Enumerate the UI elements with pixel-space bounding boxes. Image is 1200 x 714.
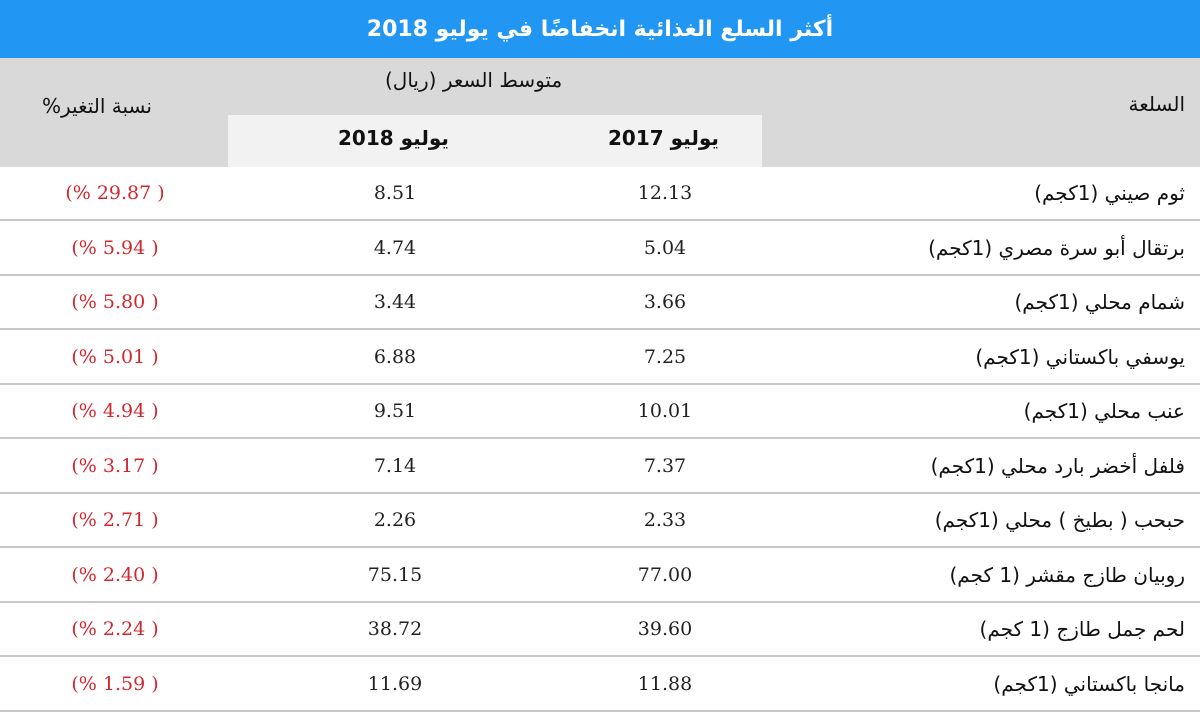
change-percent: (% 29.87 ) xyxy=(65,182,165,204)
price-2018: 11.69 xyxy=(367,672,423,695)
header-avg-price: متوسط السعر (ريال) xyxy=(385,68,563,92)
price-2017: 77.00 xyxy=(637,563,693,586)
price-2017: 5.04 xyxy=(643,236,687,259)
year-subheader xyxy=(228,115,762,167)
header-item: السلعة xyxy=(1128,92,1185,116)
table-row: روبيان طازج مقشر (1 كجم) 77.00 75.15 (% 2.4… xyxy=(0,549,1200,603)
price-2017: 3.66 xyxy=(643,291,687,313)
price-2018: 8.51 xyxy=(373,182,417,204)
change-percent: (% 4.94 ) xyxy=(71,400,159,422)
item-name: حبحب ( بطيخ ) محلي (1كجم) xyxy=(934,508,1185,532)
change-percent: (% 5.94 ) xyxy=(71,236,159,259)
change-percent: (% 2.40 ) xyxy=(71,563,159,586)
price-2018: 9.51 xyxy=(373,400,417,422)
price-2017: 12.13 xyxy=(637,182,693,204)
price-2018: 2.26 xyxy=(373,509,417,531)
table-row: يوسفي باكستاني (1كجم) 7.25 6.88 (% 5.01 ) xyxy=(0,331,1200,385)
item-name: روبيان طازج مقشر (1 كجم) xyxy=(949,562,1185,587)
price-2017: 7.25 xyxy=(643,345,687,368)
price-2018: 38.72 xyxy=(367,618,423,640)
table-row: مانجا باكستاني (1كجم) 11.88 11.69 (% 1.59 ) xyxy=(0,658,1200,712)
change-percent: (% 1.59 ) xyxy=(71,672,159,695)
table-row: عنب محلي (1كجم) 10.01 9.51 (% 4.94 ) xyxy=(0,385,1200,439)
change-percent: (% 2.24 ) xyxy=(71,618,159,640)
price-2017: 11.88 xyxy=(637,672,693,695)
item-name: يوسفي باكستاني (1كجم) xyxy=(975,344,1185,369)
item-name: عنب محلي (1كجم) xyxy=(1023,399,1185,423)
change-percent: (% 5.80 ) xyxy=(71,291,159,313)
change-percent: (% 5.01 ) xyxy=(71,345,159,368)
table-row: لحم جمل طازج (1 كجم) 39.60 38.72 (% 2.24 ) xyxy=(0,603,1200,657)
price-2017: 10.01 xyxy=(637,400,693,422)
header-2018: يوليو 2018 xyxy=(338,126,449,150)
price-2018: 6.88 xyxy=(373,345,417,368)
table-row: برتقال أبو سرة مصري (1كجم) 5.04 4.74 (% 5.9… xyxy=(0,222,1200,276)
price-2018: 75.15 xyxy=(367,563,423,586)
price-2017: 7.37 xyxy=(643,454,687,477)
table-header: السلعة متوسط السعر (ريال) يوليو 2017 يول… xyxy=(0,58,1200,167)
price-2018: 3.44 xyxy=(373,291,417,313)
price-2017: 39.60 xyxy=(637,618,693,640)
item-name: شمام محلي (1كجم) xyxy=(1014,290,1185,314)
item-name: فلفل أخضر بارد محلي (1كجم) xyxy=(930,453,1185,478)
header-2017: يوليو 2017 xyxy=(608,126,719,150)
price-2018: 4.74 xyxy=(373,236,417,259)
table-title-bar: أكثر السلع الغذائية انخفاضًا في يوليو 20… xyxy=(0,0,1200,58)
table-row: فلفل أخضر بارد محلي (1كجم) 7.37 7.14 (% 3.1… xyxy=(0,440,1200,494)
header-change: نسبة التغير% xyxy=(42,94,152,118)
change-percent: (% 3.17 ) xyxy=(71,454,159,477)
change-percent: (% 2.71 ) xyxy=(71,509,159,531)
price-2018: 7.14 xyxy=(373,454,417,477)
table-row: ثوم صيني (1كجم) 12.13 8.51 (% 29.87 ) xyxy=(0,167,1200,221)
item-name: مانجا باكستاني (1كجم) xyxy=(993,671,1185,696)
item-name: لحم جمل طازج (1 كجم) xyxy=(979,617,1185,641)
item-name: برتقال أبو سرة مصري (1كجم) xyxy=(928,235,1185,260)
table-row: شمام محلي (1كجم) 3.66 3.44 (% 5.80 ) xyxy=(0,276,1200,330)
table-row: حبحب ( بطيخ ) محلي (1كجم) 2.33 2.26 (% 2.71… xyxy=(0,494,1200,548)
price-2017: 2.33 xyxy=(643,509,687,531)
table-title: أكثر السلع الغذائية انخفاضًا في يوليو 20… xyxy=(366,16,834,42)
item-name: ثوم صيني (1كجم) xyxy=(1034,181,1185,205)
